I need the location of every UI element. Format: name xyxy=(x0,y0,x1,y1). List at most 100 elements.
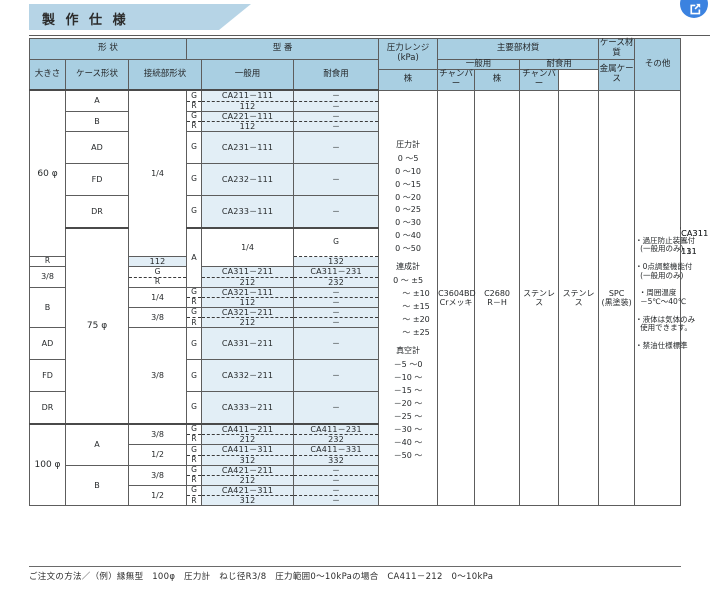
header-size: 大きさ xyxy=(29,58,66,91)
size-cell-75: 75 φ xyxy=(65,226,129,425)
gr-cell: R xyxy=(186,101,203,112)
pressure-range-list: 圧力計 0 ～5 0 ～10 0 ～15 0 ～20 0 ～25 0 ～30 0… xyxy=(379,132,437,465)
pressure-value: －30 ～ xyxy=(393,424,423,434)
note-sub: (一般用のみ) xyxy=(640,244,684,254)
model-general-cell: CA211－111 xyxy=(201,89,295,102)
material-line-2: R－H xyxy=(487,298,507,308)
model-general-cell: CA221－111 xyxy=(201,110,295,122)
header-mat-corrosion-chamber: チャンバー xyxy=(519,69,560,91)
conn-shape-cell: 3/8 xyxy=(127,464,188,487)
model-corrosion-cell: － xyxy=(293,297,380,309)
model-general-cell: CA333－211 xyxy=(201,391,295,425)
header-mat-general-stem: 株 xyxy=(378,69,439,91)
conn-shape-cell: 3/8 xyxy=(127,307,188,329)
case-shape-cell: AD xyxy=(65,131,129,165)
header-material-corrosion: 耐食用 xyxy=(519,58,600,71)
material-general-chamber-cell: C2680 R－H xyxy=(474,89,521,507)
gr-cell: G xyxy=(186,359,203,393)
model-general-cell: CA421－211 xyxy=(201,464,295,476)
pressure-value: －5 ～0 xyxy=(393,359,423,369)
header-case-shape: ケース形状 xyxy=(65,58,129,91)
note-item: ・0点調整機能付 (一般用のみ) xyxy=(635,262,692,280)
case-shape-cell: FD xyxy=(65,163,129,197)
material-line-1: C2680 xyxy=(484,288,511,298)
pressure-group-label: 圧力計 xyxy=(396,139,421,149)
spec-table-wrap: 形 状 型 番 圧力レンジ (kPa) 主要部材質 ケース材質 その他 大きさ … xyxy=(28,37,708,507)
note-main: ・禁油仕様標準 xyxy=(635,340,688,350)
note-item: ・禁油仕様標準 xyxy=(635,341,688,351)
table-row: R 312 332 xyxy=(30,455,681,466)
header-material-general: 一般用 xyxy=(437,58,521,71)
header-pressure-range: 圧力レンジ (kPa) xyxy=(378,37,439,71)
gr-cell: G xyxy=(127,266,188,278)
gr-cell: G xyxy=(186,327,203,361)
gr-cell: G xyxy=(186,110,203,122)
size-cell-100: 100 φ xyxy=(29,422,66,507)
model-corrosion-cell: － xyxy=(293,475,380,487)
case-shape-cell: A xyxy=(186,226,203,288)
conn-shape-cell: 3/8 xyxy=(29,266,66,288)
header-group-shape: 形 状 xyxy=(28,38,188,60)
pressure-value: ～ ±10 xyxy=(402,289,430,299)
pressure-value: 0 ～30 xyxy=(395,218,421,228)
model-corrosion-cell: 132 xyxy=(293,256,380,268)
gr-cell: G xyxy=(186,391,203,425)
table-row: AD G CA231－111 － xyxy=(30,131,681,165)
table-row: 1/2 G CA421－311 － xyxy=(30,485,681,507)
export-icon[interactable] xyxy=(680,0,708,18)
note-main: ・0点調整機能付 xyxy=(635,262,693,272)
case-shape-cell: B xyxy=(65,110,129,133)
model-corrosion-cell: 232 xyxy=(293,277,380,288)
model-general-cell: CA332－211 xyxy=(201,359,295,393)
table-header-row-3: 株 チャンバー 株 チャンバー xyxy=(30,69,681,91)
model-general-cell: CA231－111 xyxy=(201,131,295,165)
model-corrosion-cell: － xyxy=(293,359,380,393)
conn-shape-cell: 1/2 xyxy=(127,485,188,507)
model-corrosion-cell: － xyxy=(293,110,380,122)
pressure-value: ～ ±15 xyxy=(402,302,430,312)
model-general-cell: 212 xyxy=(201,475,295,487)
header-mat-corrosion-stem: 株 xyxy=(474,69,521,91)
banner-divider xyxy=(29,35,710,36)
pressure-value: －50 ～ xyxy=(393,450,423,460)
material-corrosion-stem-cell: ステンレス xyxy=(519,89,560,507)
case-shape-cell: B xyxy=(65,464,129,507)
gr-cell: G xyxy=(186,422,203,436)
conn-shape-cell: 1/4 xyxy=(201,226,295,268)
pressure-value: 0 ～5 xyxy=(397,153,419,163)
pressure-value: －15 ～ xyxy=(393,385,423,395)
pressure-value: －40 ～ xyxy=(393,437,423,447)
table-header-row-1: 形 状 型 番 圧力レンジ (kPa) 主要部材質 ケース材質 その他 xyxy=(28,37,682,91)
pressure-value: －10 ～ xyxy=(393,372,423,382)
model-corrosion-cell: － xyxy=(293,327,380,361)
table-row: DR G CA333－211 － xyxy=(29,391,681,425)
pressure-group-label: 真空計 xyxy=(396,346,421,355)
conn-shape-cell: 3/8 xyxy=(127,327,188,425)
header-group-case-material: ケース材質 xyxy=(598,38,636,60)
model-general-cell: 212 xyxy=(201,277,295,288)
model-corrosion-cell: － xyxy=(293,485,380,497)
gr-cell: R xyxy=(186,496,203,507)
note-sub: 使用できます。 xyxy=(640,323,692,333)
gr-cell: G xyxy=(186,163,203,197)
model-general-cell: CA233－111 xyxy=(201,195,295,229)
banner-tail-shape xyxy=(219,4,251,30)
case-shape-cell: B xyxy=(29,286,66,329)
model-general-cell: CA311－211 xyxy=(201,266,295,278)
conn-shape-cell: 1/4 xyxy=(127,89,188,258)
metal-case-cell: SPC (黒塗装) xyxy=(598,89,636,507)
case-shape-cell: FD xyxy=(29,359,66,393)
case-shape-cell: A xyxy=(65,89,129,112)
table-row: R 212 － xyxy=(30,318,681,329)
order-method-note: ご注文の方法／（例）縁無型 100φ 圧力計 ねじ径R3/8 圧力範囲0～10k… xyxy=(29,572,494,582)
table-row: 3/8 G CA321－211 － xyxy=(30,307,681,329)
model-general-cell: CA331－211 xyxy=(201,327,295,361)
case-shape-cell: DR xyxy=(65,195,129,229)
table-row: B 1/4 G CA321－111 － xyxy=(29,286,681,329)
header-model-corrosion: 耐食用 xyxy=(293,58,380,91)
model-general-cell: 112 xyxy=(201,297,295,309)
note-sub: (一般用のみ) xyxy=(640,270,684,280)
gr-cell: G xyxy=(186,444,203,456)
note-sub: －5℃～40℃ xyxy=(640,296,687,306)
size-cell-60: 60 φ xyxy=(29,89,66,258)
